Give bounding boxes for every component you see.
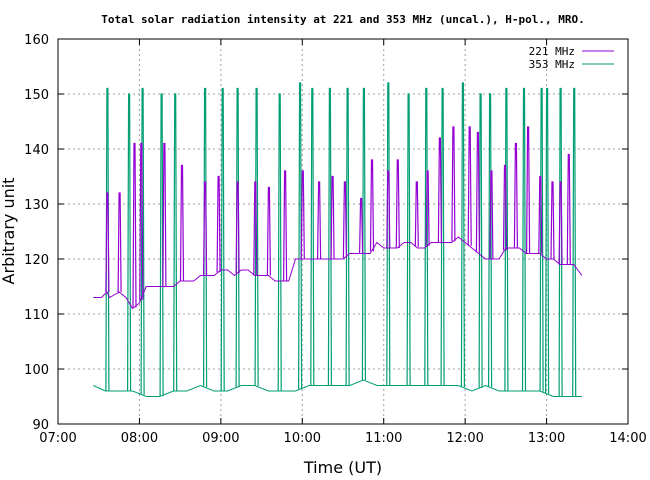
series-spike <box>572 87 577 397</box>
series-spike <box>235 181 240 274</box>
series-spike <box>502 164 508 251</box>
series-spike <box>525 126 531 254</box>
x-tick-label: 07:00 <box>39 431 76 446</box>
series-spike <box>342 181 347 258</box>
series-spike <box>203 181 208 276</box>
series-spike <box>489 170 494 260</box>
series-spike <box>369 159 375 252</box>
y-tick-label: 140 <box>24 143 49 158</box>
series-spike <box>539 87 544 392</box>
series-spike <box>475 131 480 253</box>
series-spike <box>283 170 288 282</box>
series-spike <box>521 87 527 392</box>
series-spike <box>359 197 364 254</box>
x-tick-label: 11:00 <box>365 431 402 446</box>
y-axis-label: Arbitrary unit <box>0 178 18 285</box>
legend-label: 221 MHz <box>529 45 575 58</box>
x-tick-label: 08:00 <box>121 431 158 446</box>
x-tick-label: 14:00 <box>609 431 646 446</box>
series-spike <box>216 175 221 273</box>
series-spike <box>424 87 429 386</box>
series-spike <box>513 142 518 249</box>
y-tick-label: 130 <box>24 198 49 213</box>
series-spike <box>330 175 335 260</box>
series-spike <box>538 175 543 254</box>
series-spike <box>317 181 322 260</box>
x-tick-label: 09:00 <box>202 431 239 446</box>
y-tick-label: 120 <box>24 253 49 268</box>
series-spike <box>558 181 563 265</box>
y-tick-label: 160 <box>24 33 49 48</box>
series-spike <box>117 192 122 293</box>
series-spike <box>277 93 282 392</box>
series-spike <box>406 93 411 386</box>
x-tick-label: 12:00 <box>446 431 483 446</box>
series-spike <box>127 93 132 392</box>
series-spike <box>253 181 258 276</box>
series-353-mhz <box>93 82 582 397</box>
y-tick-label: 150 <box>24 88 49 103</box>
series-spike <box>460 82 465 388</box>
series-baseline <box>93 379 582 397</box>
series-spike <box>566 153 571 265</box>
series-spike <box>310 87 315 386</box>
series-spike <box>266 186 271 276</box>
series-spike <box>550 181 555 260</box>
series-layer <box>93 82 583 397</box>
legend-label: 353 MHz <box>529 58 575 71</box>
series-spike <box>105 192 110 293</box>
series-spike <box>437 137 442 243</box>
series-spike <box>414 181 419 247</box>
series-spike <box>395 159 400 249</box>
series-spike <box>173 93 178 392</box>
x-axis-label: Time (UT) <box>303 458 382 477</box>
series-spike <box>139 142 144 300</box>
series-spike <box>467 126 472 246</box>
series-spike <box>254 87 259 387</box>
chart-title: Total solar radiation intensity at 221 a… <box>101 13 584 26</box>
series-spike <box>544 87 550 394</box>
plot-frame <box>57 38 629 425</box>
x-tick-label: 13:00 <box>528 431 565 446</box>
series-spike <box>451 126 456 242</box>
x-tick-label: 10:00 <box>284 431 321 446</box>
series-spike <box>361 87 366 381</box>
series-spike <box>220 87 225 392</box>
series-spike <box>425 170 430 246</box>
axis-ticks: 07:00 08:00 09:00 10:00 11:00 12:00 13:00 14:00… <box>24 33 647 446</box>
series-221-mhz <box>93 126 583 310</box>
series-spike <box>162 142 167 287</box>
y-tick-label: 110 <box>24 308 49 323</box>
y-tick-label: 90 <box>32 418 49 433</box>
series-spike <box>300 170 305 260</box>
series-spike <box>386 170 391 249</box>
series-spike <box>179 164 185 282</box>
series-spike <box>488 93 493 388</box>
series-spike <box>132 142 137 308</box>
series-baseline <box>93 236 583 310</box>
y-tick-label: 100 <box>24 363 49 378</box>
series-spike <box>140 87 145 395</box>
series-spike <box>504 87 509 392</box>
